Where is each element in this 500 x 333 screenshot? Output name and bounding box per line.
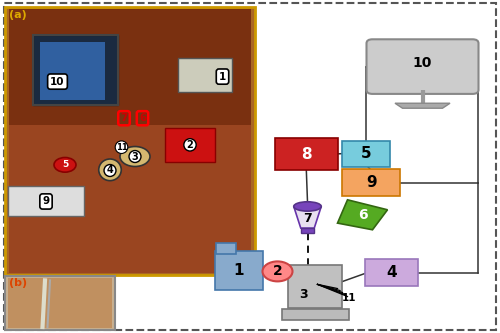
FancyBboxPatch shape <box>366 39 478 94</box>
Polygon shape <box>338 200 388 230</box>
FancyBboxPatch shape <box>215 251 262 290</box>
Text: 8: 8 <box>301 147 312 162</box>
Text: 6: 6 <box>358 208 368 222</box>
Text: 4: 4 <box>386 265 396 280</box>
FancyBboxPatch shape <box>365 259 418 286</box>
FancyBboxPatch shape <box>165 128 215 162</box>
FancyBboxPatch shape <box>9 125 251 273</box>
Circle shape <box>54 158 76 172</box>
FancyBboxPatch shape <box>40 42 105 100</box>
Text: 5: 5 <box>62 160 68 169</box>
FancyBboxPatch shape <box>301 228 314 233</box>
Text: (a): (a) <box>9 10 27 20</box>
Text: 2: 2 <box>186 140 194 150</box>
FancyBboxPatch shape <box>5 276 115 330</box>
FancyBboxPatch shape <box>9 9 251 273</box>
Text: 7: 7 <box>303 211 312 225</box>
FancyBboxPatch shape <box>5 7 255 275</box>
Text: 11: 11 <box>116 143 128 152</box>
FancyBboxPatch shape <box>216 243 236 254</box>
FancyBboxPatch shape <box>8 186 84 216</box>
Text: (b): (b) <box>9 278 27 288</box>
Polygon shape <box>294 206 321 228</box>
Text: 9: 9 <box>42 196 50 206</box>
FancyBboxPatch shape <box>282 309 348 320</box>
FancyBboxPatch shape <box>32 35 117 105</box>
FancyBboxPatch shape <box>8 278 113 328</box>
Text: 10: 10 <box>413 56 432 70</box>
Polygon shape <box>395 103 450 108</box>
Text: 9: 9 <box>366 175 376 190</box>
FancyBboxPatch shape <box>288 265 343 308</box>
Text: 5: 5 <box>361 146 372 161</box>
Text: 6: 6 <box>139 113 146 123</box>
Text: 7: 7 <box>120 113 128 123</box>
FancyBboxPatch shape <box>342 169 400 196</box>
FancyBboxPatch shape <box>275 138 338 170</box>
Ellipse shape <box>99 159 121 180</box>
FancyBboxPatch shape <box>342 141 390 166</box>
FancyBboxPatch shape <box>4 3 496 330</box>
Ellipse shape <box>294 202 321 211</box>
Text: 1: 1 <box>219 72 226 82</box>
FancyBboxPatch shape <box>178 58 233 92</box>
Text: 10: 10 <box>50 77 65 87</box>
Text: 4: 4 <box>106 166 114 175</box>
Ellipse shape <box>120 147 150 166</box>
Text: 1: 1 <box>234 263 244 278</box>
Text: 11: 11 <box>342 293 356 303</box>
Text: 2: 2 <box>272 264 282 278</box>
Text: 3: 3 <box>132 152 138 162</box>
Text: 3: 3 <box>300 288 308 301</box>
Circle shape <box>262 261 292 281</box>
